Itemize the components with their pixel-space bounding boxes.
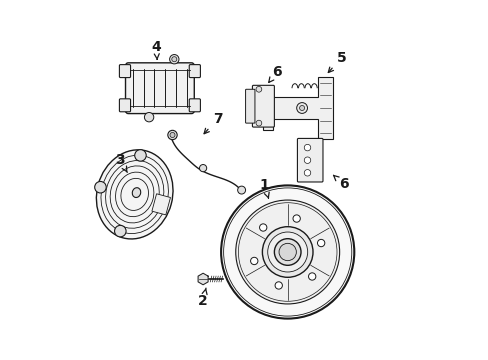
Circle shape (292, 215, 300, 222)
Circle shape (114, 225, 126, 237)
FancyBboxPatch shape (119, 99, 130, 112)
FancyBboxPatch shape (125, 63, 194, 114)
Ellipse shape (96, 150, 173, 239)
Text: 7: 7 (203, 112, 222, 134)
Circle shape (304, 157, 310, 163)
Circle shape (169, 55, 179, 64)
Circle shape (262, 227, 312, 277)
Polygon shape (198, 273, 208, 285)
Circle shape (296, 103, 307, 113)
Circle shape (171, 57, 177, 62)
Circle shape (256, 120, 261, 126)
Circle shape (308, 273, 315, 280)
Circle shape (256, 86, 261, 92)
Polygon shape (152, 194, 170, 215)
Polygon shape (262, 77, 332, 139)
Circle shape (304, 170, 310, 176)
FancyBboxPatch shape (119, 65, 130, 78)
FancyBboxPatch shape (245, 89, 254, 123)
Text: 2: 2 (198, 288, 207, 307)
Circle shape (259, 224, 266, 231)
Text: 6: 6 (333, 175, 347, 191)
Circle shape (267, 232, 307, 272)
Circle shape (95, 181, 106, 193)
Text: 3: 3 (115, 153, 127, 172)
Text: 6: 6 (268, 65, 281, 82)
Circle shape (170, 132, 175, 138)
Circle shape (237, 186, 245, 194)
Circle shape (279, 243, 296, 261)
Circle shape (275, 282, 282, 289)
Circle shape (235, 200, 339, 304)
Circle shape (144, 112, 153, 122)
FancyBboxPatch shape (189, 99, 200, 112)
Circle shape (134, 150, 146, 161)
Circle shape (299, 105, 304, 111)
FancyBboxPatch shape (189, 65, 200, 78)
FancyBboxPatch shape (297, 139, 322, 182)
Circle shape (317, 239, 324, 247)
Circle shape (167, 130, 177, 140)
Circle shape (274, 239, 301, 265)
Circle shape (250, 257, 257, 265)
Circle shape (221, 185, 354, 319)
Text: 4: 4 (151, 40, 161, 59)
Ellipse shape (132, 188, 141, 198)
Circle shape (199, 165, 206, 172)
FancyBboxPatch shape (252, 85, 274, 127)
Text: 5: 5 (327, 51, 346, 72)
Circle shape (304, 144, 310, 151)
Text: 1: 1 (259, 179, 268, 198)
